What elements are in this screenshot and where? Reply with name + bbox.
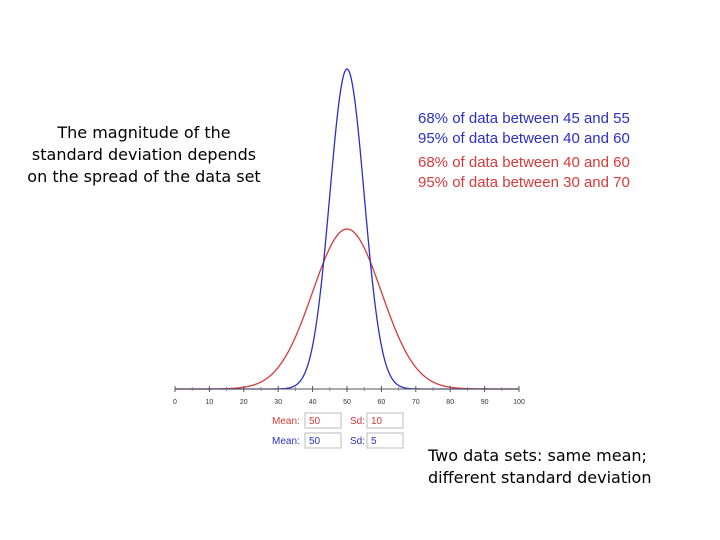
- mean-field: [304, 412, 342, 429]
- stat-line-3: 95% of data between 30 and 70: [418, 174, 630, 191]
- sd-value: 10: [371, 416, 383, 427]
- mean-label: Mean:: [272, 436, 300, 447]
- x-tick-label: 30: [274, 399, 282, 406]
- sd-field: [366, 432, 404, 449]
- caption-right: Two data sets: same mean; different stan…: [428, 446, 652, 487]
- parameter-controls: Mean: 50 Sd: 10 Mean: 50 Sd: 5: [272, 412, 404, 449]
- sd-label: Sd:: [350, 416, 365, 427]
- x-axis: 0 10 20 30 40 50 60 70 80 90 100: [173, 386, 525, 406]
- curve-series-0: [175, 228, 519, 390]
- x-tick-label: 20: [240, 399, 248, 406]
- x-tick-label: 90: [481, 399, 489, 406]
- x-tick-label: 40: [309, 399, 317, 406]
- caption-left: The magnitude of the standard deviation …: [27, 123, 261, 186]
- sd-value: 5: [371, 436, 377, 447]
- x-tick-label: 50: [343, 399, 351, 406]
- x-tick-label: 60: [378, 399, 386, 406]
- mean-field: [304, 432, 342, 449]
- mean-value: 50: [309, 436, 321, 447]
- x-tick-label: 100: [513, 399, 525, 406]
- stat-line-2: 68% of data between 40 and 60: [418, 154, 630, 171]
- mean-value: 50: [309, 416, 321, 427]
- stats-legend: 68% of data between 45 and 55 95% of data…: [418, 110, 630, 191]
- x-tick-label: 0: [173, 399, 177, 406]
- sd-field: [366, 412, 404, 429]
- x-tick-label: 10: [206, 399, 214, 406]
- mean-label: Mean:: [272, 416, 300, 427]
- x-tick-label: 70: [412, 399, 420, 406]
- stat-line-0: 68% of data between 45 and 55: [418, 110, 630, 127]
- x-tick-label: 80: [446, 399, 454, 406]
- stat-line-1: 95% of data between 40 and 60: [418, 130, 630, 147]
- sd-label: Sd:: [350, 436, 365, 447]
